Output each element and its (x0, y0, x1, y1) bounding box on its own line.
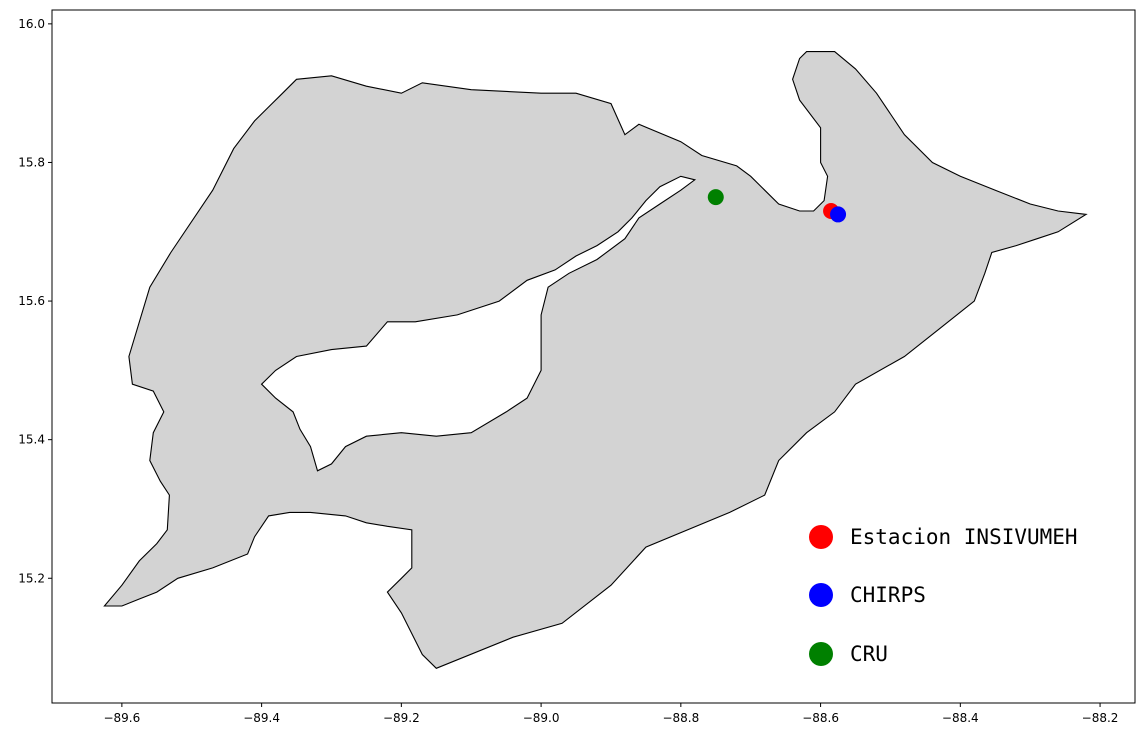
legend: Estacion INSIVUMEH CHIRPS CRU (809, 525, 1078, 666)
plot-frame (51, 9, 1136, 704)
legend-marker (809, 642, 833, 666)
legend-label: CHIRPS (850, 583, 926, 607)
x-axis: −89.6 −89.4 −89.2 −89.0 −88.8 −88.6 −88.4 −88.2 (103, 703, 1118, 725)
y-tick-label: 15.8 (18, 155, 45, 169)
point-chirps (830, 206, 847, 223)
plot-area (103, 51, 1088, 669)
x-tick-label: −88.6 (802, 711, 839, 725)
point-cru (707, 189, 724, 206)
y-tick-label: 15.2 (18, 571, 45, 585)
legend-marker (809, 525, 833, 549)
legend-label: Estacion INSIVUMEH (850, 525, 1078, 549)
y-tick-label: 15.6 (18, 294, 45, 308)
x-tick-label: −88.8 (662, 711, 699, 725)
x-tick-label: −89.4 (243, 711, 280, 725)
map-region (103, 51, 1088, 669)
x-tick-label: −89.0 (523, 711, 560, 725)
legend-label: CRU (850, 642, 888, 666)
y-tick-label: 15.4 (18, 433, 45, 447)
y-tick-label: 16.0 (18, 17, 45, 31)
x-tick-label: −89.2 (383, 711, 420, 725)
x-tick-label: −88.4 (942, 711, 979, 725)
x-tick-label: −89.6 (103, 711, 140, 725)
x-tick-label: −88.2 (1082, 711, 1119, 725)
data-points (707, 189, 847, 223)
y-axis: 15.2 15.4 15.6 15.8 16.0 (18, 17, 52, 585)
legend-marker (809, 583, 833, 607)
